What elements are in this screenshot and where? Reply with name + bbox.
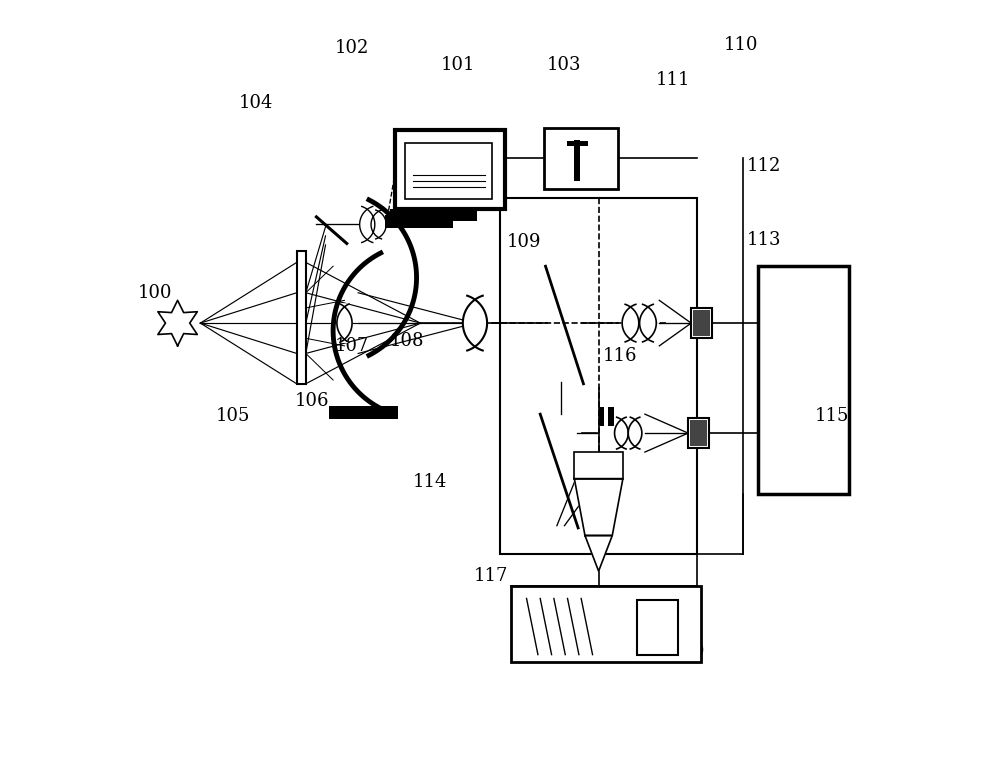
Text: 105: 105 xyxy=(216,407,250,426)
Text: 106: 106 xyxy=(295,392,329,410)
Bar xyxy=(395,130,505,209)
Text: 101: 101 xyxy=(441,56,476,74)
Bar xyxy=(390,208,477,220)
Bar xyxy=(405,143,492,199)
Bar xyxy=(511,587,701,662)
Text: 116: 116 xyxy=(603,347,637,365)
Bar xyxy=(688,418,709,448)
Bar xyxy=(329,406,398,420)
Polygon shape xyxy=(585,536,612,572)
Bar xyxy=(690,420,707,446)
Text: 112: 112 xyxy=(747,157,781,175)
Text: 107: 107 xyxy=(335,337,369,355)
Polygon shape xyxy=(615,417,628,449)
Text: 109: 109 xyxy=(507,233,542,251)
Bar xyxy=(637,600,678,654)
Text: 100: 100 xyxy=(138,283,172,302)
Bar xyxy=(395,130,505,209)
Bar xyxy=(758,266,849,494)
Bar xyxy=(608,407,614,426)
Polygon shape xyxy=(360,207,375,242)
Text: 110: 110 xyxy=(724,36,758,54)
Text: 117: 117 xyxy=(474,567,508,584)
Text: 102: 102 xyxy=(335,39,369,57)
Bar xyxy=(574,140,580,181)
Polygon shape xyxy=(640,304,656,342)
Bar xyxy=(574,452,623,479)
Bar xyxy=(500,198,697,555)
Polygon shape xyxy=(463,296,487,350)
Text: 114: 114 xyxy=(413,473,447,492)
Polygon shape xyxy=(337,304,352,342)
Bar xyxy=(297,251,306,384)
Text: 103: 103 xyxy=(547,56,582,74)
Polygon shape xyxy=(628,417,642,449)
Bar xyxy=(567,141,588,147)
Text: 113: 113 xyxy=(747,230,781,249)
Bar xyxy=(544,128,618,188)
Text: 119: 119 xyxy=(671,643,705,660)
Polygon shape xyxy=(371,210,386,239)
Bar xyxy=(385,214,453,228)
Text: 118: 118 xyxy=(534,643,569,660)
Text: 115: 115 xyxy=(815,407,849,426)
Polygon shape xyxy=(622,304,639,342)
Polygon shape xyxy=(574,479,623,536)
Bar xyxy=(691,308,712,338)
Text: 104: 104 xyxy=(239,94,273,112)
Bar xyxy=(693,310,710,336)
Bar xyxy=(599,407,604,426)
Text: 108: 108 xyxy=(390,331,425,350)
Text: 111: 111 xyxy=(656,71,690,90)
